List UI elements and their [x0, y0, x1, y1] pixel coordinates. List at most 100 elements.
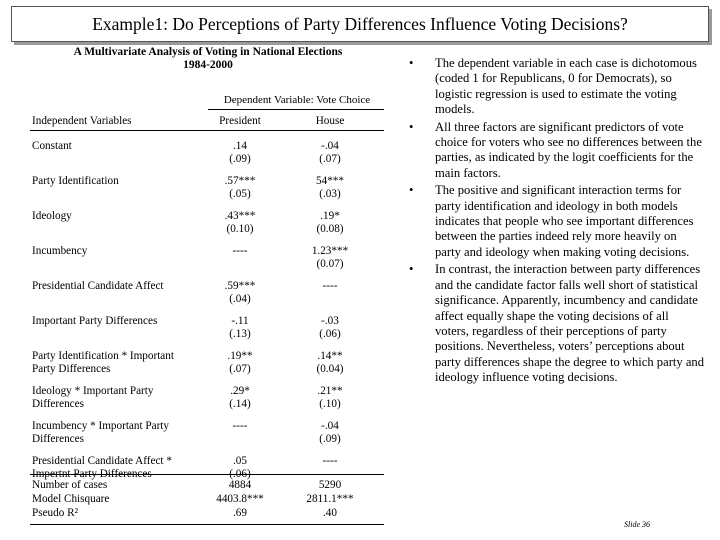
row-house-value: -.03 (.06)	[300, 315, 360, 341]
row-house-value-line: -.03	[321, 315, 339, 327]
row-president-value: ----	[210, 245, 270, 258]
bullet-item: • All three factors are significant predi…	[405, 120, 705, 182]
row-house-value-line: (0.04)	[316, 363, 344, 375]
row-label: Constant	[32, 140, 72, 153]
footer-president-value: 4403.8***	[216, 493, 264, 505]
row-president-value-line: .05	[233, 455, 247, 467]
row-label-line: Party Differences	[32, 363, 111, 375]
row-president-value-line: .43***	[224, 210, 256, 222]
slide-title: Example1: Do Perceptions of Party Differ…	[92, 13, 628, 34]
footer-label: Pseudo R²	[32, 507, 78, 519]
footer-house-value: 2811.1***	[306, 493, 354, 505]
row-house-value: ----	[300, 280, 360, 293]
header-independent-variables: Independent Variables	[32, 115, 132, 127]
row-label: Incumbency * Important Party Differences	[32, 420, 169, 446]
row-label-line: Party Identification * Important	[32, 350, 174, 362]
row-house-value: .19* (0.08)	[300, 210, 360, 236]
footer-label: Number of cases	[32, 479, 108, 491]
row-president-value-line: ----	[232, 420, 248, 432]
row-house-value-line: .14**	[317, 350, 343, 362]
row-president-value-line: (.09)	[229, 153, 251, 165]
footer-president-value: .69	[233, 507, 247, 519]
footer-label: Model Chisquare	[32, 493, 110, 505]
row-house-value: .21** (.10)	[300, 385, 360, 411]
row-house-value-line: 54***	[316, 175, 344, 187]
row-house-value-line: (.06)	[319, 328, 341, 340]
bullet-item: • The positive and significant interactio…	[405, 183, 705, 260]
table-title: A Multivariate Analysis of Voting in Nat…	[30, 46, 386, 72]
row-house-value-line: -.04	[321, 140, 339, 152]
table-title-line2: 1984-2000	[183, 59, 233, 71]
footer-president-value: 4884	[228, 479, 252, 491]
row-label: Ideology	[32, 210, 72, 223]
row-president-value-line: .59***	[224, 280, 256, 292]
slide-title-box: Example1: Do Perceptions of Party Differ…	[11, 6, 709, 42]
row-house-value-line: ----	[322, 280, 338, 292]
row-label: Party Identification * Important Party Di…	[32, 350, 174, 376]
row-president-value: .43*** (0.10)	[210, 210, 270, 236]
row-house-value-line: -.04	[321, 420, 339, 432]
row-house-value-line: .21**	[317, 385, 343, 397]
row-house-value-line: (.10)	[319, 398, 341, 410]
row-house-value: .14** (0.04)	[300, 350, 360, 376]
row-president-value-line: (.07)	[229, 363, 251, 375]
header-president: President	[219, 115, 261, 127]
row-president-value: .29* (.14)	[210, 385, 270, 411]
row-president-value: -.11 (.13)	[210, 315, 270, 341]
row-label: Party Identification	[32, 175, 119, 188]
bottom-divider	[30, 524, 384, 525]
row-president-value-line: .57***	[224, 175, 256, 187]
row-label-line: Differences	[32, 433, 84, 445]
row-label-line: Differences	[32, 398, 84, 410]
bullet-item: • The dependent variable in each case is …	[405, 56, 705, 118]
row-president-value: ----	[210, 420, 270, 433]
row-president-value: .59*** (.04)	[210, 280, 270, 306]
bullet-text: In contrast, the interaction between par…	[435, 262, 705, 385]
row-president-value-line: (.04)	[229, 293, 251, 305]
row-president-value-line: (0.10)	[226, 223, 254, 235]
row-president-value-line: (.13)	[229, 328, 251, 340]
row-president-value: .19** (.07)	[210, 350, 270, 376]
row-house-value: -.04 (.09)	[300, 420, 360, 446]
row-president-value-line: -.11	[231, 315, 249, 327]
row-president-value-line: ----	[232, 245, 248, 257]
row-label-line: Ideology	[32, 210, 72, 222]
row-label-line: Ideology * Important Party	[32, 385, 154, 397]
header-divider	[30, 130, 384, 131]
slide-number: Slide 36	[624, 520, 650, 529]
row-label: Presidential Candidate Affect	[32, 280, 164, 293]
row-label-line: Presidential Candidate Affect *	[32, 455, 172, 467]
row-label: Presidential Candidate Affect * Impertnt …	[32, 455, 172, 481]
row-label-line: Presidential Candidate Affect	[32, 280, 164, 292]
row-president-value-line: .19**	[227, 350, 253, 362]
row-president-value-line: .14	[233, 140, 247, 152]
row-house-value: -.04 (.07)	[300, 140, 360, 166]
dependent-variable-label: Dependent Variable: Vote Choice	[223, 94, 371, 106]
table-title-line1: A Multivariate Analysis of Voting in Nat…	[73, 46, 343, 58]
row-house-value-line: (.03)	[319, 188, 341, 200]
row-president-value-line: (.05)	[229, 188, 251, 200]
row-label-line: Incumbency	[32, 245, 88, 257]
row-label: Incumbency	[32, 245, 87, 258]
bullet-dot: •	[409, 262, 414, 277]
header-divider-partial	[208, 109, 384, 110]
footer-divider	[30, 474, 384, 475]
row-house-value-line: 1.23***	[311, 245, 349, 257]
bullet-text: The dependent variable in each case is d…	[435, 56, 697, 117]
footer-house-value: 5290	[318, 479, 342, 491]
row-house-value-line: (.09)	[319, 433, 341, 445]
bullet-dot: •	[409, 56, 414, 70]
row-label-line: Constant	[32, 140, 72, 152]
row-house-value: ----	[300, 455, 360, 468]
row-president-value: .57*** (.05)	[210, 175, 270, 201]
row-house-value-line: (0.08)	[316, 223, 344, 235]
regression-table: A Multivariate Analysis of Voting in Nat…	[30, 46, 386, 526]
bullet-text: The positive and significant interaction…	[435, 183, 694, 259]
row-label-line: Important Party Differences	[32, 315, 158, 327]
row-label-line: Incumbency * Important Party	[32, 420, 170, 432]
bullet-dot: •	[409, 119, 414, 134]
row-label-line: Party Identification	[32, 175, 119, 187]
row-house-value-line: (.07)	[319, 153, 341, 165]
row-president-value-line: .29*	[230, 385, 250, 397]
row-house-value: 54*** (.03)	[300, 175, 360, 201]
